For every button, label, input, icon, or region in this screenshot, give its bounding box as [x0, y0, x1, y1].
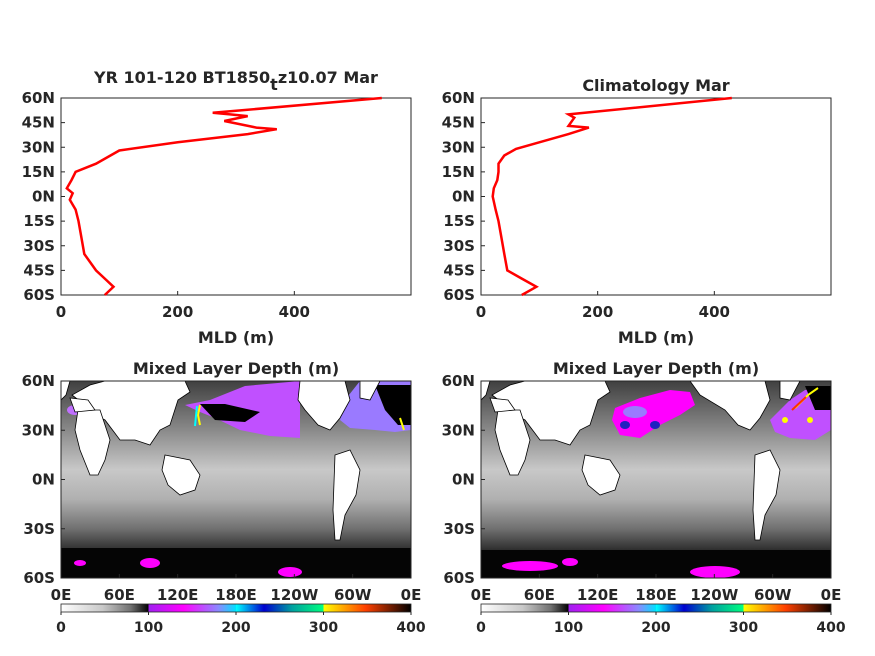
- profile-right-xtick-label: 0: [476, 303, 486, 321]
- profile-right-axes: [480, 97, 832, 296]
- map-right-ytick-label: 0N: [452, 471, 475, 489]
- map-left-colorbar: [60, 603, 412, 613]
- profile-left-xtick-label: 0: [56, 303, 66, 321]
- profile-panel-right: Climatology Mar 60N 45N 30N 15N 0N 15S 30S 45S 6…: [442, 76, 832, 347]
- profile-right-ytick-label: 30S: [443, 237, 475, 255]
- profile-right-ytick-label: 15S: [443, 212, 475, 230]
- map-left-xtick-label: 180E: [215, 586, 257, 604]
- map-left-xtick-label: 60E: [104, 586, 135, 604]
- map-right-xtick-label: 60E: [524, 586, 555, 604]
- profile-panel-left: YR 101-120 BT1850tz10.07 Mar 60N 45N 30N 15…: [22, 68, 412, 347]
- map-left-ytick-label: 0N: [32, 471, 55, 489]
- map-left-ytick-label: 60N: [22, 372, 55, 390]
- map-right-ytick-label: 60S: [443, 569, 475, 587]
- profile-left-axes: [60, 97, 412, 296]
- map-right-xtick-label: 120E: [577, 586, 619, 604]
- map-left-colorbar-tick-label: 0: [56, 620, 66, 636]
- map-left-colorbar-tick-label: 400: [396, 620, 425, 636]
- profile-left-ytick-label: 30N: [22, 138, 55, 156]
- profile-left-ytick-label: 60S: [23, 286, 55, 304]
- profile-left-ytick-label: 45N: [22, 114, 55, 132]
- profile-left-mld-line: [65, 96, 382, 296]
- map-panel-left: Mixed Layer Depth (m): [22, 359, 426, 636]
- map-left-colorbar-tick-label: 300: [309, 620, 338, 636]
- map-left-title: Mixed Layer Depth (m): [133, 359, 339, 378]
- map-left-ytick-label: 30S: [23, 520, 55, 538]
- map-right-field: [481, 381, 831, 578]
- profile-left-ytick-label: 45S: [23, 261, 55, 279]
- map-right-colorbar-tick-label: 0: [476, 620, 486, 636]
- map-right-ytick-label: 60N: [442, 372, 475, 390]
- profile-left-title: YR 101-120 BT1850tz10.07 Mar: [93, 68, 378, 94]
- map-right-colorbar-tick-label: 200: [641, 620, 670, 636]
- profile-left-xtick-label: 200: [162, 303, 193, 321]
- map-right-title: Mixed Layer Depth (m): [553, 359, 759, 378]
- profile-right-ytick-label: 45S: [443, 261, 475, 279]
- profile-left-ytick-label: 15N: [22, 163, 55, 181]
- profile-right-xtick-label: 200: [582, 303, 613, 321]
- profile-right-ytick-label: 30N: [442, 138, 475, 156]
- map-left-xtick-label: 120E: [157, 586, 199, 604]
- map-right-xtick-label: 120W: [690, 586, 738, 604]
- profile-left-xtick-label: 400: [279, 303, 310, 321]
- profile-right-ytick-label: 45N: [442, 114, 475, 132]
- profile-right-xtick-label: 400: [699, 303, 730, 321]
- profile-right-mld-line: [491, 96, 732, 297]
- map-right-ytick-label: 30S: [443, 520, 475, 538]
- map-right-colorbar: [480, 603, 832, 613]
- map-left-colorbar-tick-label: 100: [134, 620, 163, 636]
- map-left-xtick-label: 0E: [401, 586, 422, 604]
- map-left-xtick-label: 0E: [51, 586, 72, 604]
- profile-left-xlabel: MLD (m): [198, 328, 274, 347]
- profile-left-ytick-label: 30S: [23, 237, 55, 255]
- profile-right-ytick-label: 60S: [443, 286, 475, 304]
- map-left-field: [61, 381, 411, 578]
- map-left-ytick-label: 60S: [23, 569, 55, 587]
- map-right-ytick-label: 30N: [442, 421, 475, 439]
- map-right-xtick-label: 0E: [471, 586, 492, 604]
- map-left-xtick-label: 60W: [334, 586, 372, 604]
- map-right-colorbar-tick-label: 100: [554, 620, 583, 636]
- map-right-colorbar-tick-label: 400: [816, 620, 845, 636]
- profile-right-ytick-label: 60N: [442, 89, 475, 107]
- map-left-colorbar-tick-label: 200: [221, 620, 250, 636]
- map-right-colorbar-tick-label: 300: [729, 620, 758, 636]
- profile-right-ytick-label: 15N: [442, 163, 475, 181]
- map-right-xtick-label: 60W: [754, 586, 792, 604]
- map-right-xtick-label: 0E: [821, 586, 842, 604]
- profile-left-ytick-label: 60N: [22, 89, 55, 107]
- map-panel-right: Mixed Layer Depth (m): [442, 359, 846, 636]
- map-left-ytick-label: 30N: [22, 421, 55, 439]
- map-right-xtick-label: 180E: [635, 586, 677, 604]
- profile-left-ytick-label: 15S: [23, 212, 55, 230]
- profile-left-ytick-label: 0N: [32, 188, 55, 206]
- map-left-xtick-label: 120W: [270, 586, 318, 604]
- profile-right-xlabel: MLD (m): [618, 328, 694, 347]
- profile-right-ytick-label: 0N: [452, 188, 475, 206]
- profile-right-title: Climatology Mar: [582, 76, 729, 95]
